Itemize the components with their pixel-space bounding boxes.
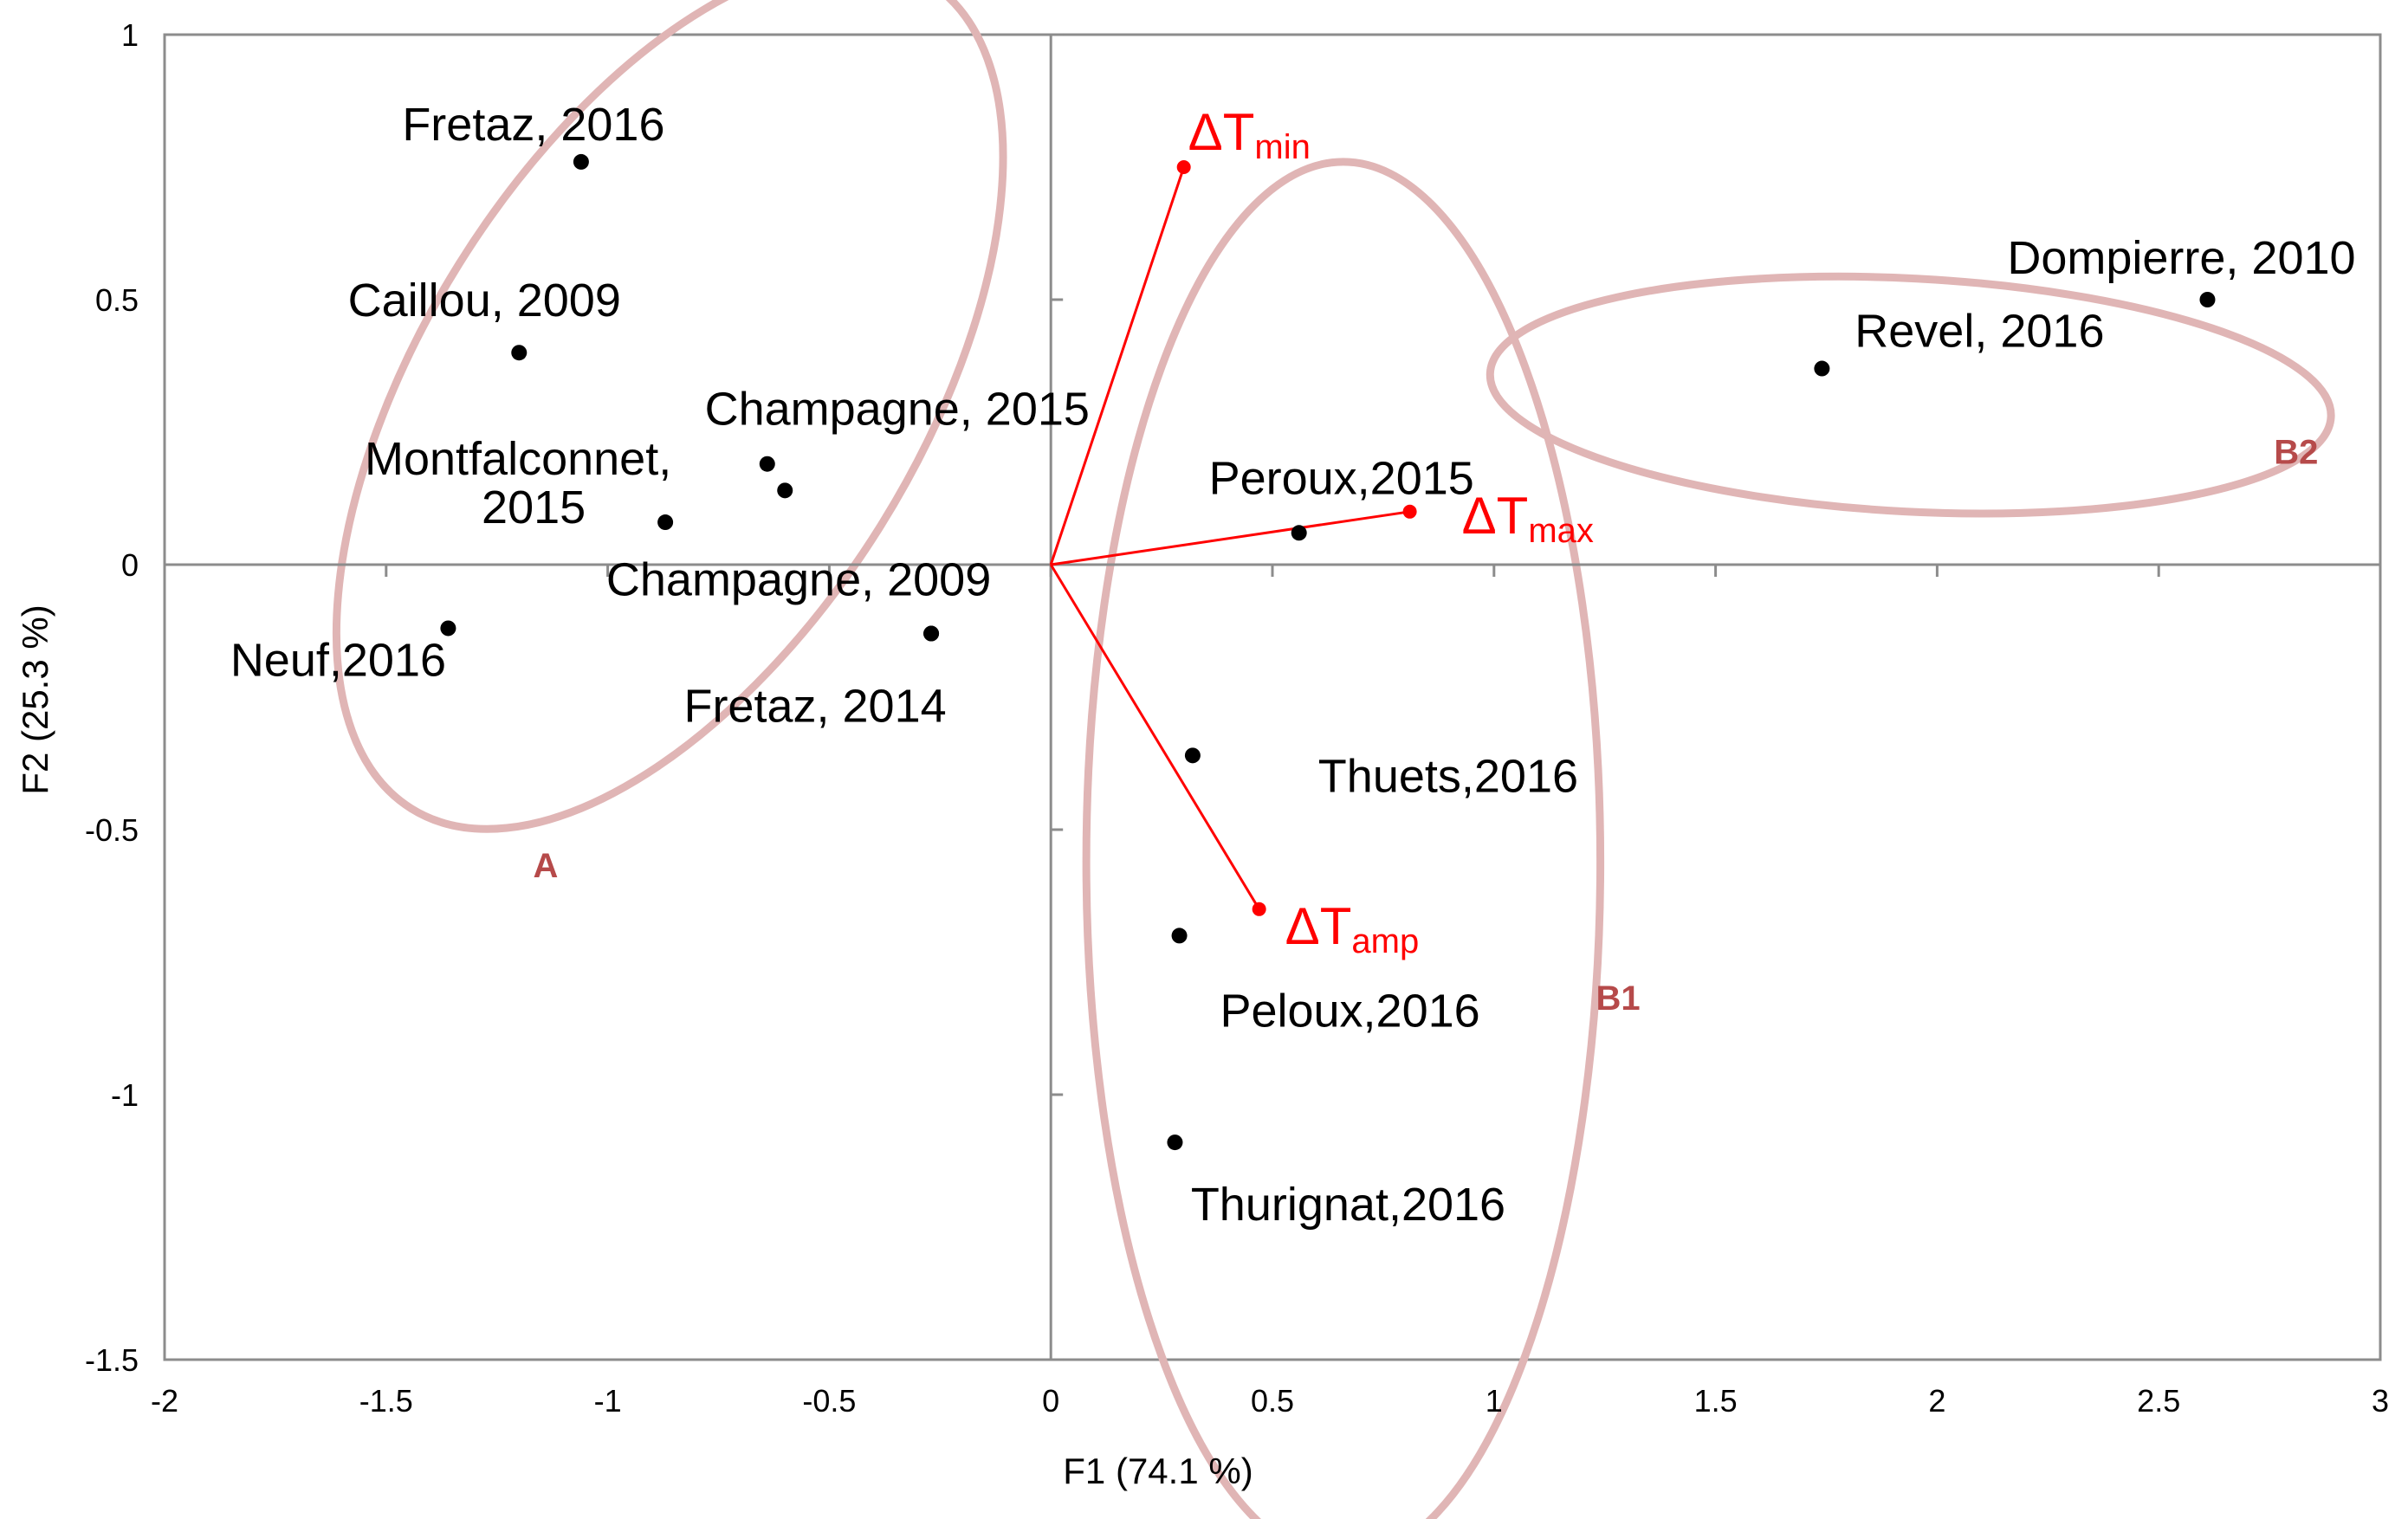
point-label: Montfalconnet,: [365, 433, 671, 485]
point-label: Champagne, 2015: [705, 384, 1090, 436]
vector-label-max: ΔTmax: [1462, 487, 1594, 550]
data-point: [657, 514, 674, 531]
tick-labels: -1.5 -1 -0.5 0 0.5 1 -2 -1.5 -1 -0.5 0 0.5 1 1.5 2 2.5 3: [85, 17, 2389, 1419]
point-label: Revel, 2016: [1855, 306, 2104, 358]
vector-tip-amp: [1252, 902, 1266, 916]
group-ellipses: [332, 0, 2335, 1519]
data-point: [759, 456, 775, 472]
y-tick-label: -1: [111, 1077, 139, 1113]
data-point: [1814, 360, 1830, 377]
point-label: Champagne, 2009: [606, 554, 991, 606]
x-tick-label: 3: [2372, 1383, 2389, 1419]
point-labels: Fretaz, 2016 Caillou, 2009 Champagne, 2015…: [230, 99, 2356, 1231]
y-tick-label: 0: [121, 547, 139, 583]
data-point: [440, 620, 456, 637]
point-label-line2: 2015: [482, 482, 586, 533]
data-point: [2199, 292, 2216, 307]
group-labels: A B1 B2: [534, 434, 2319, 1018]
point-label: Fretaz, 2014: [683, 681, 946, 733]
point-label: Thurignat,2016: [1191, 1179, 1505, 1231]
plot-area: [163, 33, 2382, 1361]
x-axis-title: F1 (74.1 %): [1063, 1451, 1253, 1491]
y-tick-label: -1.5: [85, 1342, 139, 1378]
data-point: [777, 482, 793, 499]
data-point: [1171, 928, 1188, 944]
data-point: [923, 625, 940, 642]
x-tick-label: 1.5: [1694, 1383, 1738, 1419]
group-label-b2: B2: [2274, 434, 2318, 472]
point-label: Fretaz, 2016: [402, 99, 664, 151]
group-ellipse-b2: [1486, 272, 2335, 518]
data-point: [573, 153, 589, 170]
vector-min: [1049, 166, 1186, 566]
y-tick-label: 1: [121, 17, 139, 53]
x-tick-label: 2: [1928, 1383, 1945, 1419]
data-point: [1167, 1134, 1183, 1151]
x-tick-label: 1: [1486, 1383, 1503, 1419]
axes: [163, 33, 2382, 1361]
observation-points: [440, 153, 2216, 1151]
data-point: [1184, 747, 1201, 764]
data-point: [1291, 525, 1307, 541]
y-axis-title: F2 (25.3 %): [15, 604, 55, 794]
point-label: Caillou, 2009: [348, 275, 621, 326]
x-tick-label: -2: [151, 1383, 178, 1419]
point-label: Neuf,2016: [230, 634, 446, 686]
group-ellipse-a: [332, 0, 1007, 833]
variable-vectors: ΔTmin ΔTmax ΔTamp: [1049, 103, 1594, 960]
vector-max: [1050, 510, 1410, 566]
point-label: Dompierre, 2010: [2007, 232, 2355, 284]
vector-tip-min: [1176, 160, 1191, 174]
vector-label-amp: ΔTamp: [1285, 897, 1420, 960]
group-ellipse-b1: [1082, 158, 1604, 1519]
y-tick-label: 0.5: [95, 282, 139, 318]
group-label-a: A: [534, 847, 559, 885]
vector-amp: [1049, 564, 1260, 910]
x-tick-label: -1.5: [359, 1383, 413, 1419]
x-tick-label: 0.5: [1251, 1383, 1294, 1419]
group-label-b1: B1: [1596, 979, 1640, 1018]
point-label: Peroux,2015: [1209, 452, 1474, 504]
vector-tip-max: [1402, 504, 1417, 519]
y-tick-label: -0.5: [85, 812, 139, 848]
x-tick-label: 2.5: [2137, 1383, 2180, 1419]
x-tick-label: 0: [1042, 1383, 1059, 1419]
data-point: [511, 345, 528, 361]
x-tick-label: -1: [594, 1383, 622, 1419]
vector-label-min: ΔTmin: [1188, 103, 1311, 166]
point-label: Thuets,2016: [1318, 750, 1578, 802]
x-tick-label: -0.5: [802, 1383, 856, 1419]
point-label: Peloux,2016: [1220, 985, 1479, 1037]
plot-border: [163, 33, 2382, 1361]
